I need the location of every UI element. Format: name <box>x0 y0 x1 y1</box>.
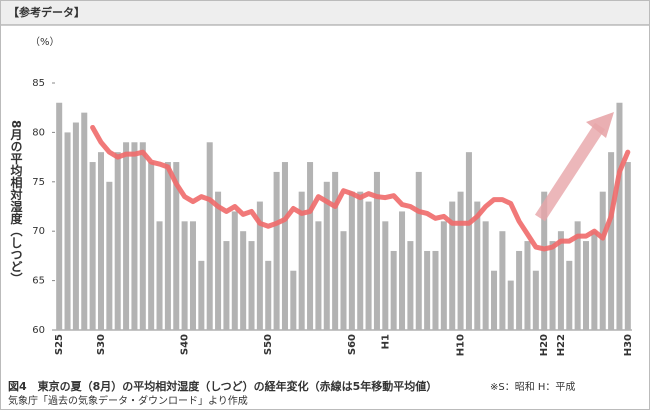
y-tick-label: 85 <box>32 78 45 89</box>
bar <box>574 221 581 330</box>
bar <box>248 241 255 330</box>
bar <box>440 221 447 330</box>
bar <box>97 152 105 330</box>
bar <box>373 171 380 330</box>
bar <box>516 250 523 330</box>
bar <box>457 191 464 330</box>
bar <box>240 231 247 330</box>
bar <box>298 191 305 330</box>
bar <box>164 162 171 330</box>
x-tick-label: S50 <box>263 334 274 355</box>
bar <box>181 221 188 330</box>
bar <box>173 162 180 330</box>
bar <box>89 162 96 330</box>
bar <box>390 250 397 330</box>
y-axis-title: 8月の平均相対湿度（しつど） <box>9 120 23 284</box>
y-unit: （%） <box>30 36 60 48</box>
bar <box>290 270 297 330</box>
x-tick-label: H30 <box>623 334 634 356</box>
bar <box>223 241 230 330</box>
bar <box>189 221 196 330</box>
x-tick-label: H10 <box>456 334 467 356</box>
y-tick-label: 60 <box>32 325 45 336</box>
bar <box>432 250 439 330</box>
trend-arrow <box>534 122 606 222</box>
bar <box>599 191 606 330</box>
x-tick-label: S25 <box>54 334 65 355</box>
bar <box>206 142 213 330</box>
x-tick-label: S60 <box>347 334 358 355</box>
bar <box>591 231 598 330</box>
bar <box>273 171 280 330</box>
bar <box>449 201 456 330</box>
bar <box>281 162 288 330</box>
header-band <box>1 1 649 25</box>
caption: 図4 東京の夏（8月）の平均相対湿度（しつど）の経年変化（赤線は5年移動平均値） <box>8 379 437 393</box>
bar <box>256 201 263 330</box>
bar <box>106 181 113 330</box>
note: ※S：昭和 H：平成 <box>490 381 575 393</box>
bar <box>465 152 472 330</box>
bar <box>64 132 71 330</box>
x-tick-label: H20 <box>539 334 550 356</box>
bar <box>357 191 364 330</box>
bar <box>315 221 322 330</box>
bar <box>399 211 406 330</box>
bar <box>524 241 531 330</box>
y-tick-label: 80 <box>32 127 45 138</box>
moving-average-line <box>90 124 631 252</box>
bar <box>549 241 556 330</box>
bar <box>491 270 498 330</box>
bar <box>81 112 88 330</box>
bar <box>407 241 414 330</box>
bar <box>231 211 238 330</box>
bar <box>348 191 355 330</box>
bar <box>72 122 79 331</box>
x-tick-label: H22 <box>556 334 567 356</box>
x-tick-label: H1 <box>380 334 391 349</box>
y-tick-label: 65 <box>32 276 45 287</box>
bar <box>566 260 573 330</box>
bar <box>139 142 146 330</box>
bar <box>499 231 506 330</box>
bar <box>582 241 590 330</box>
bar <box>156 221 163 330</box>
bar <box>265 260 272 330</box>
bar <box>148 162 155 330</box>
bar <box>532 270 539 330</box>
y-tick-label: 75 <box>32 177 45 188</box>
bar <box>365 201 372 330</box>
bar <box>415 171 422 330</box>
bar <box>340 231 347 330</box>
y-tick-label: 70 <box>32 226 45 237</box>
bar <box>114 152 121 330</box>
bar <box>332 171 339 330</box>
bar <box>624 162 631 330</box>
bar <box>424 250 431 330</box>
source: 気象庁「過去の気象データ・ダウンロード」より作成 <box>8 394 248 407</box>
bar <box>608 152 615 330</box>
bar <box>541 191 548 330</box>
x-tick-label: S30 <box>96 334 107 355</box>
bar <box>557 231 564 330</box>
bar <box>307 162 314 330</box>
bar <box>131 142 138 330</box>
bar <box>382 221 389 330</box>
bar <box>198 260 205 330</box>
bar <box>474 201 481 330</box>
bar <box>323 181 330 330</box>
header: 【参考データ】 <box>8 5 85 19</box>
bar <box>123 142 130 330</box>
bar <box>482 221 489 330</box>
bar <box>56 102 63 330</box>
bar <box>616 102 623 330</box>
bar <box>215 191 222 330</box>
bar <box>507 280 514 330</box>
x-tick-label: S40 <box>180 334 191 355</box>
trend-arrow-head <box>586 112 614 138</box>
